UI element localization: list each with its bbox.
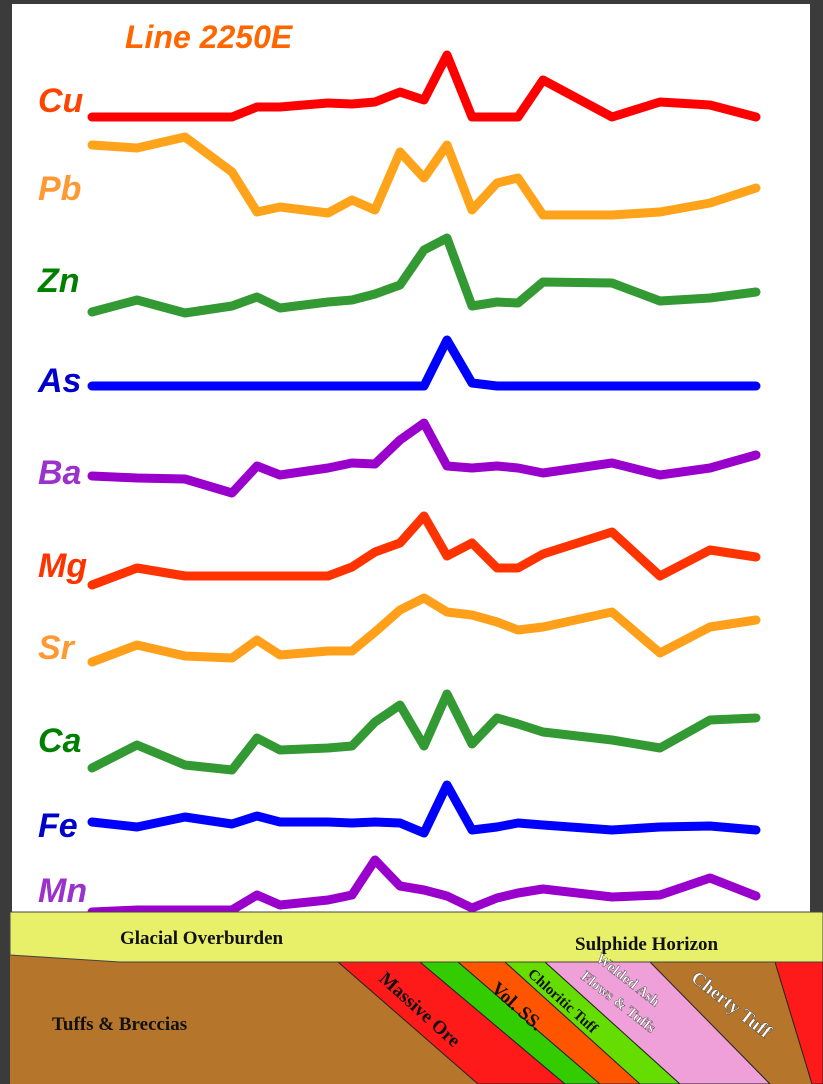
element-label: As (37, 362, 81, 400)
diagram: Cu Pb Zn As Ba Mg Sr Ca Fe Mn Glacial Overburden … (0, 0, 823, 1084)
element-label: Cu (38, 82, 84, 120)
plot-panel (12, 4, 810, 912)
element-label: Pb (38, 170, 81, 208)
element-label: Zn (37, 262, 80, 300)
element-label: Mg (38, 547, 87, 585)
element-label: Mn (38, 872, 87, 910)
title: Line 2250E (125, 19, 294, 55)
element-label: Ca (38, 722, 81, 760)
overburden-label: Glacial Overburden (120, 928, 284, 949)
cross-section: Glacial Overburden Sulphide Horizon Tuff… (10, 912, 823, 1084)
element-label: Fe (38, 807, 78, 845)
element-label: Sr (38, 629, 76, 667)
horizon-label: Sulphide Horizon (575, 934, 718, 955)
host-label: Tuffs & Breccias (52, 1014, 187, 1035)
element-label: Ba (38, 454, 81, 492)
